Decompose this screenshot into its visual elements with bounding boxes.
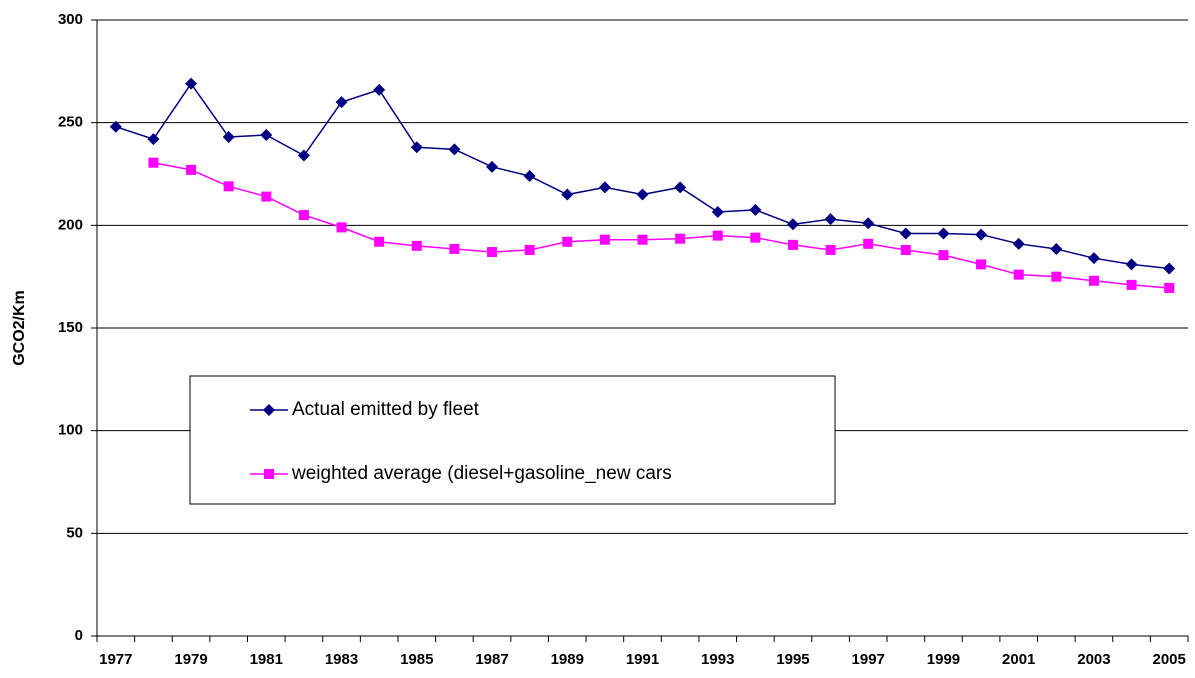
marker — [976, 259, 987, 270]
marker — [524, 244, 535, 255]
line — [153, 161, 1170, 289]
x-tick-label: 1979 — [174, 651, 207, 668]
marker — [599, 234, 610, 245]
x-tick-label: 1985 — [400, 651, 433, 668]
marker — [448, 143, 461, 156]
marker — [863, 238, 874, 249]
marker — [862, 217, 875, 230]
marker — [109, 120, 122, 133]
x-tick-label: 1987 — [475, 651, 508, 668]
marker — [899, 227, 912, 240]
x-tick-label: 1981 — [250, 651, 283, 668]
y-axis-label: GCO2/Km — [11, 290, 28, 366]
marker — [1013, 269, 1024, 280]
marker — [297, 149, 310, 162]
marker — [264, 469, 274, 479]
marker — [147, 133, 160, 146]
x-tick-label: 2003 — [1077, 651, 1110, 668]
marker — [750, 232, 761, 243]
marker — [449, 243, 460, 254]
marker — [674, 181, 687, 194]
x-tick-label: 1977 — [99, 651, 132, 668]
marker — [223, 181, 234, 192]
marker — [937, 227, 950, 240]
x-tick-label: 1983 — [325, 651, 358, 668]
marker — [1087, 252, 1100, 265]
marker — [410, 141, 423, 154]
marker — [336, 222, 347, 233]
marker — [186, 164, 197, 175]
marker — [373, 83, 386, 96]
x-tick-label: 1997 — [852, 651, 885, 668]
marker — [487, 247, 498, 258]
marker — [1126, 279, 1137, 290]
y-tick-label: 250 — [58, 114, 83, 131]
y-tick-label: 0 — [75, 627, 83, 644]
marker — [598, 181, 611, 194]
x-tick-label: 1993 — [701, 651, 734, 668]
y-tick-label: 150 — [58, 319, 83, 336]
y-tick-label: 100 — [58, 422, 83, 439]
marker — [1088, 275, 1099, 286]
y-tick-label: 200 — [58, 216, 83, 233]
marker — [1164, 282, 1175, 293]
x-tick-label: 1995 — [776, 651, 809, 668]
legend — [189, 375, 836, 505]
marker — [938, 250, 949, 261]
marker — [222, 131, 235, 144]
marker — [749, 203, 762, 216]
legend-label: Actual emitted by fleet — [292, 399, 480, 420]
x-tick-label: 2001 — [1002, 651, 1035, 668]
marker — [562, 236, 573, 247]
marker — [711, 205, 724, 218]
y-tick-label: 50 — [66, 524, 83, 541]
marker — [261, 191, 272, 202]
marker — [260, 128, 273, 141]
marker — [636, 188, 649, 201]
marker — [263, 404, 275, 416]
x-tick-label: 1989 — [551, 651, 584, 668]
marker — [1012, 237, 1025, 250]
marker — [185, 77, 198, 90]
marker — [1163, 262, 1176, 275]
marker — [975, 228, 988, 241]
marker — [787, 239, 798, 250]
x-tick-label: 2005 — [1153, 651, 1186, 668]
x-tick-label: 1999 — [927, 651, 960, 668]
marker — [824, 213, 837, 226]
marker — [1051, 271, 1062, 282]
x-tick-label: 1991 — [626, 651, 659, 668]
marker — [411, 240, 422, 251]
marker — [486, 160, 499, 173]
marker — [374, 236, 385, 247]
marker — [335, 96, 348, 109]
marker — [1125, 258, 1138, 271]
marker — [298, 210, 309, 221]
y-tick-label: 300 — [58, 11, 83, 28]
marker — [637, 234, 648, 245]
marker — [675, 233, 686, 244]
marker — [148, 157, 159, 168]
marker — [1050, 242, 1063, 255]
marker — [523, 170, 536, 183]
marker — [900, 244, 911, 255]
marker — [786, 218, 799, 231]
marker — [712, 230, 723, 241]
marker — [825, 244, 836, 255]
marker — [561, 188, 574, 201]
legend-label: weighted average (diesel+gasoline_new ca… — [291, 463, 672, 484]
